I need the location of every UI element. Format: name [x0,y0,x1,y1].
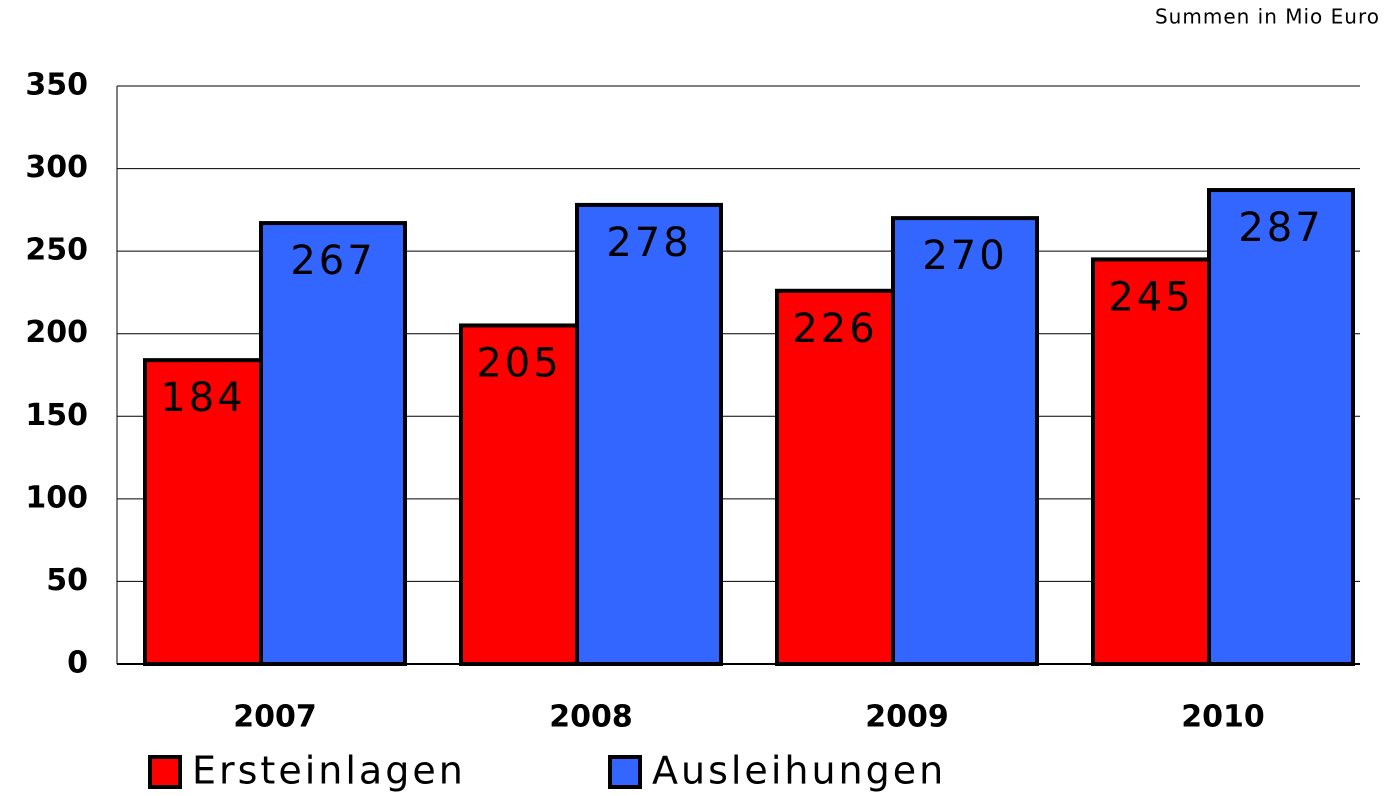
subtitle: Summen in Mio Euro [1155,5,1380,29]
legend-label: Ersteinlagen [192,749,466,793]
bar [259,221,407,666]
legend-label: Ausleihungen [652,749,946,793]
x-tick-label: 2007 [233,700,317,735]
bar [1207,188,1355,666]
value-label: 267 [290,238,375,284]
legend-swatch [148,755,182,789]
y-tick-label: 0 [67,646,88,681]
bar [575,202,723,666]
value-label: 205 [476,340,561,386]
value-label: 184 [160,375,245,421]
value-label: 226 [792,306,877,352]
value-label: 287 [1238,205,1323,251]
y-tick-label: 100 [25,480,88,515]
value-label: 245 [1108,274,1193,320]
legend-swatch [608,755,642,789]
value-label: 270 [922,233,1007,279]
x-tick-label: 2010 [1181,700,1265,735]
bar [891,216,1039,666]
x-tick-label: 2008 [549,700,633,735]
y-tick-label: 300 [25,150,88,185]
y-tick-label: 200 [25,315,88,350]
y-tick-label: 150 [25,398,88,433]
y-tick-label: 350 [25,68,88,103]
x-tick-label: 2009 [865,700,949,735]
value-label: 278 [606,220,691,266]
y-tick-label: 250 [25,233,88,268]
y-tick-label: 50 [46,563,88,598]
